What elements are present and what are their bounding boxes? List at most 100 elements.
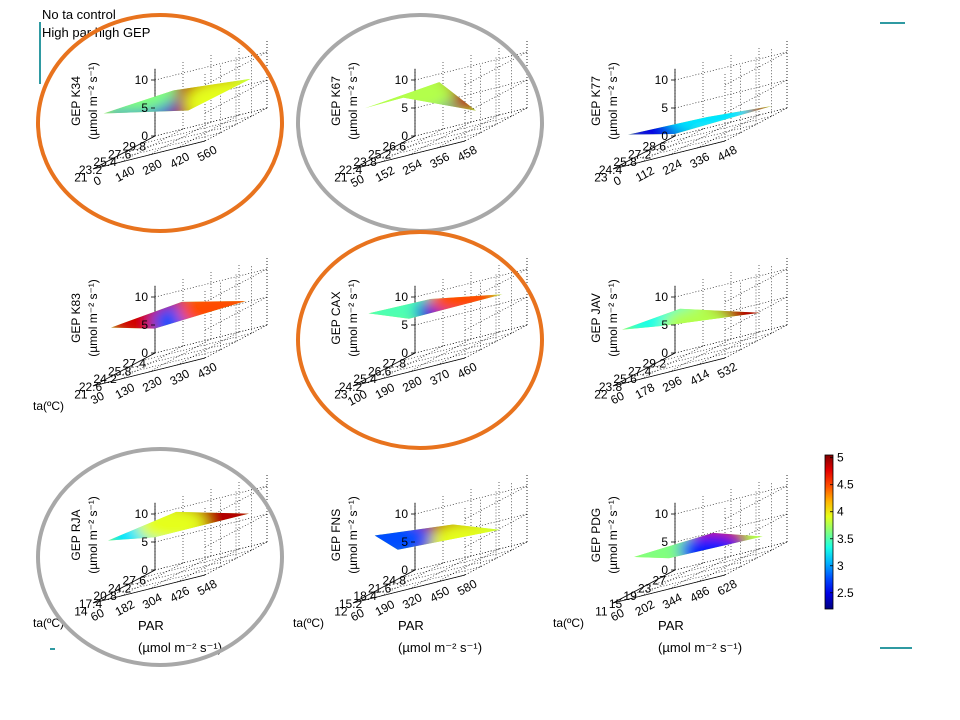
z-axis-unit: (µmol m⁻² s⁻¹)	[346, 279, 360, 357]
ta-axis-label: ta(ºC)	[33, 616, 64, 630]
ta-tick-label: 27.6	[108, 147, 132, 161]
ta-tick-label: 22.6	[79, 380, 103, 394]
z-axis-unit: (µmol m⁻² s⁻¹)	[606, 279, 620, 357]
ta-tick-label: 21	[74, 388, 88, 402]
gep-surface	[364, 82, 477, 111]
z-tick-labels: 0 5 10	[395, 507, 415, 577]
ta-tick-label: 28.6	[643, 140, 667, 154]
par-tick-label: 296	[660, 373, 685, 395]
ta-axis-label: ta(ºC)	[33, 399, 64, 413]
ta-tick-labels: 29.827.625.423.221	[74, 140, 146, 185]
z-axis-unit: (µmol m⁻² s⁻¹)	[606, 62, 620, 140]
z-tick-label: 0	[661, 563, 668, 577]
z-tick-label: 10	[135, 73, 149, 87]
z-tick-label: 0	[661, 346, 668, 360]
par-tick-label: 414	[688, 366, 713, 388]
z-tick-labels: 0 5 10	[655, 290, 675, 360]
z-tick-label: 10	[655, 290, 669, 304]
ta-tick-label: 19	[623, 589, 637, 603]
gep-surface	[627, 105, 773, 135]
colorbar-tick-label: 3.5	[837, 532, 854, 546]
ta-tick-label: 24.4	[599, 163, 623, 177]
z-axis-unit: (µmol m⁻² s⁻¹)	[346, 496, 360, 574]
accent-line-top-right	[880, 22, 905, 24]
z-axis-label: GEP FNS	[329, 509, 343, 561]
gep-surface	[374, 524, 500, 550]
par-tick-label: 60	[608, 388, 627, 407]
ta-tick-label: 20.8	[93, 589, 117, 603]
floor-axis-lines	[92, 135, 206, 170]
colorbar-tick-label: 4	[837, 505, 844, 519]
z-tick-label: 5	[661, 318, 668, 332]
par-tick-label: 50	[348, 171, 367, 190]
ta-tick-label: 26.6	[383, 140, 407, 154]
ta-tick-labels: 27.826.625.424.223	[334, 357, 406, 402]
floor-axis-lines	[612, 135, 726, 170]
z-axis-label: GEP JAV	[589, 293, 603, 343]
z-tick-label: 5	[141, 318, 148, 332]
par-tick-label: 460	[455, 359, 480, 381]
ta-tick-label: 24.8	[383, 574, 407, 588]
ta-tick-labels: 27.425.824.222.621	[74, 357, 146, 402]
ta-tick-label: 27	[653, 574, 667, 588]
par-tick-label: 320	[400, 590, 425, 612]
z-tick-label: 10	[655, 73, 669, 87]
ta-tick-label: 22	[594, 388, 608, 402]
ta-tick-label: 26.6	[368, 364, 392, 378]
z-tick-labels: 0 5 10	[135, 507, 155, 577]
colorbar-tick-label: 2.5	[837, 586, 854, 600]
ta-tick-label: 27.2	[628, 147, 652, 161]
ta-tick-label: 14	[74, 605, 88, 619]
plot-gridlines	[612, 474, 788, 604]
par-tick-label: 60	[608, 605, 627, 624]
par-tick-label: 580	[455, 576, 480, 598]
accent-line-bottom-right	[880, 647, 912, 649]
z-axis-unit: (µmol m⁻² s⁻¹)	[86, 62, 100, 140]
z-axis-label: GEP RJA	[69, 509, 83, 560]
z-tick-labels: 0 5 10	[135, 73, 155, 143]
par-axis-unit: (µmol m⁻² s⁻¹)	[658, 640, 742, 655]
ta-tick-label: 29.8	[123, 140, 147, 154]
gray-highlight-circle	[36, 447, 284, 667]
z-axis-label: GEP CAX	[329, 291, 343, 344]
gep-surface	[634, 532, 763, 559]
z-tick-label: 10	[395, 507, 409, 521]
par-tick-label: 336	[688, 149, 713, 171]
ta-tick-label: 24.2	[93, 372, 117, 386]
z-axis-label: GEP PDG	[589, 508, 603, 562]
z-axis-unit: (µmol m⁻² s⁻¹)	[86, 279, 100, 357]
z-axis-label: GEP K83	[69, 293, 83, 343]
par-tick-label: 330	[168, 366, 193, 388]
z-tick-labels: 0 5 10	[395, 290, 415, 360]
floor-axis-lines	[352, 135, 466, 170]
annotation-no-ta-control: No ta control	[42, 7, 116, 22]
ta-tick-label: 27.4	[123, 357, 147, 371]
par-tick-label: 230	[140, 373, 165, 395]
ta-tick-label: 25.8	[108, 364, 132, 378]
z-tick-label: 0	[141, 129, 148, 143]
z-tick-label: 10	[395, 290, 409, 304]
ta-tick-label: 29.2	[643, 357, 667, 371]
floor-axis-lines	[612, 352, 726, 387]
z-tick-labels: 0 5 10	[135, 290, 155, 360]
par-tick-label: 356	[428, 149, 453, 171]
orange-highlight-circle	[296, 230, 544, 450]
par-tick-label: 280	[140, 156, 165, 178]
z-axis-label: GEP K34	[69, 76, 83, 126]
par-tick-label: 486	[688, 583, 713, 605]
ta-tick-label: 25.4	[353, 372, 377, 386]
par-tick-label: 560	[195, 142, 220, 164]
ta-axis-label: ta(ºC)	[553, 616, 584, 630]
ta-tick-label: 25.6	[613, 372, 637, 386]
par-tick-label: 628	[715, 576, 740, 598]
par-tick-label: 450	[428, 583, 453, 605]
ta-tick-label: 11	[595, 605, 608, 619]
floor-axis-lines	[92, 352, 206, 387]
par-axis-label: PAR	[398, 618, 424, 633]
par-tick-label: 370	[428, 366, 453, 388]
